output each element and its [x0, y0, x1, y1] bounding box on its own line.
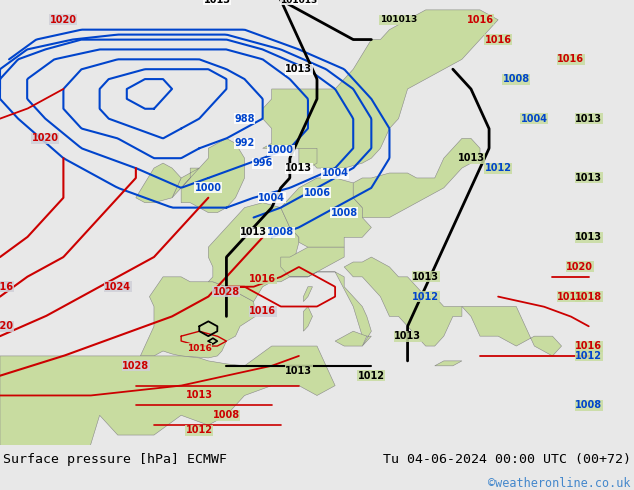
Text: 1004: 1004	[321, 168, 349, 178]
Text: 1016: 1016	[249, 274, 276, 284]
Text: 1016: 1016	[575, 341, 602, 351]
Text: 1024: 1024	[104, 282, 131, 292]
Text: 1016: 1016	[557, 292, 584, 302]
Text: 1016: 1016	[467, 15, 493, 25]
Text: 1006: 1006	[304, 188, 330, 198]
Text: 1012: 1012	[575, 351, 602, 361]
Text: 1004: 1004	[258, 193, 285, 203]
Polygon shape	[0, 346, 335, 490]
Text: 1016: 1016	[187, 343, 212, 352]
Polygon shape	[262, 10, 498, 168]
Text: 1028: 1028	[213, 287, 240, 296]
Text: 1012: 1012	[358, 371, 385, 381]
Text: 1020: 1020	[50, 15, 77, 25]
Text: 1013: 1013	[458, 153, 484, 163]
Text: 1016: 1016	[484, 35, 512, 45]
Text: 1020: 1020	[0, 321, 13, 331]
Text: 1013: 1013	[285, 163, 313, 173]
Text: 1013: 1013	[575, 232, 602, 242]
Text: 988: 988	[235, 114, 255, 123]
Text: 1028: 1028	[122, 361, 150, 371]
Text: 1013: 1013	[204, 0, 231, 5]
Polygon shape	[172, 138, 245, 213]
Text: 1012: 1012	[484, 163, 512, 173]
Polygon shape	[435, 361, 462, 366]
Text: 1000: 1000	[195, 183, 222, 193]
Text: 101013: 101013	[380, 15, 417, 24]
Text: 1013: 1013	[394, 331, 421, 341]
Text: Surface pressure [hPa] ECMWF: Surface pressure [hPa] ECMWF	[3, 453, 227, 466]
Polygon shape	[304, 307, 313, 331]
Text: 1008: 1008	[267, 227, 294, 237]
Text: 1020: 1020	[566, 262, 593, 272]
Text: 1008: 1008	[503, 74, 530, 84]
Polygon shape	[140, 277, 256, 358]
Text: ©weatheronline.co.uk: ©weatheronline.co.uk	[488, 477, 631, 490]
Polygon shape	[209, 203, 299, 301]
Polygon shape	[353, 138, 480, 218]
Text: 1016: 1016	[249, 306, 276, 317]
Polygon shape	[290, 272, 372, 346]
Text: 992: 992	[235, 138, 255, 148]
Text: 1008: 1008	[330, 208, 358, 218]
Text: 1020: 1020	[32, 133, 59, 144]
Text: Tu 04-06-2024 00:00 UTC (00+72): Tu 04-06-2024 00:00 UTC (00+72)	[383, 453, 631, 466]
Text: 1016: 1016	[0, 282, 13, 292]
Text: 1013: 1013	[575, 114, 602, 123]
Text: 1018: 1018	[575, 292, 602, 302]
Text: 1013: 1013	[575, 173, 602, 183]
Text: 1016: 1016	[557, 54, 584, 64]
Text: 1004: 1004	[521, 114, 548, 123]
Text: 1012: 1012	[412, 292, 439, 302]
Polygon shape	[462, 307, 562, 356]
Text: 1013: 1013	[186, 391, 213, 400]
Text: 996: 996	[252, 158, 273, 168]
Polygon shape	[299, 148, 317, 168]
Text: 1008: 1008	[575, 400, 602, 410]
Polygon shape	[344, 257, 462, 346]
Polygon shape	[136, 163, 181, 203]
Polygon shape	[335, 331, 367, 346]
Text: 1008: 1008	[213, 410, 240, 420]
Text: 1012: 1012	[186, 425, 213, 435]
Text: 1013: 1013	[412, 272, 439, 282]
Polygon shape	[281, 178, 372, 247]
Text: 1013: 1013	[285, 366, 313, 376]
Text: 101013: 101013	[280, 0, 318, 4]
Text: 1013: 1013	[240, 227, 267, 237]
Polygon shape	[281, 247, 344, 277]
Polygon shape	[304, 287, 313, 301]
Text: 1013: 1013	[285, 64, 313, 74]
Text: 1000: 1000	[268, 145, 294, 155]
